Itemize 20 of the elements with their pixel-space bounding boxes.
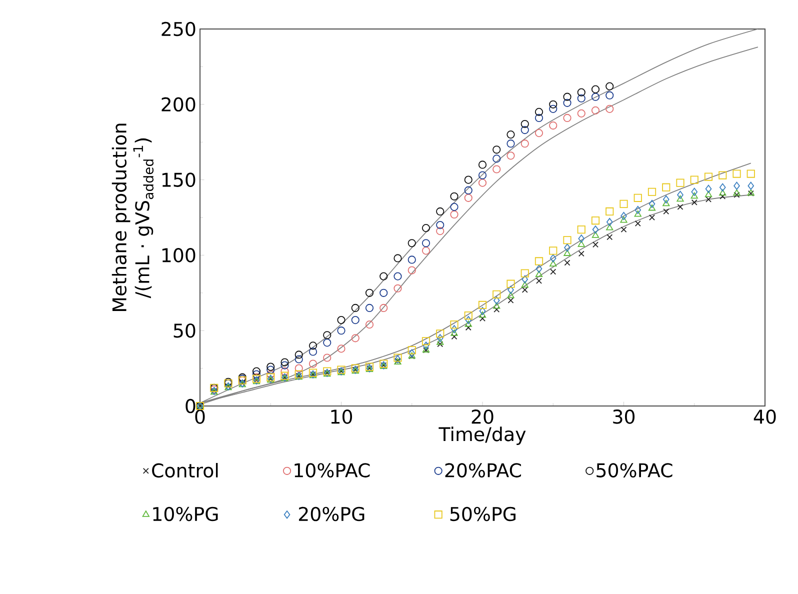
x-tick-label: 30 (613, 410, 635, 424)
y-tick-label: 100 (162, 248, 196, 262)
legend-label: 20%PG (298, 506, 364, 522)
legend-label: 10%PAC (294, 463, 370, 478)
x-tick-label: 20 (472, 410, 494, 424)
legend-label: 50%PAC (596, 463, 672, 478)
x-tick-label: 10 (331, 410, 352, 424)
y-axis-title: Methane production /(mL · gVS$_{added}$$^{-1}$) (112, 124, 154, 311)
x-axis-title: Time/day (438, 426, 526, 445)
legend-label: Control (152, 462, 218, 478)
y-tick-label: 200 (162, 97, 196, 112)
x-tick-label: 40 (754, 410, 776, 424)
y-tick-label: 0 (186, 398, 196, 414)
x-tick-label: 0 (195, 410, 205, 424)
legend-label: 10%PG (153, 506, 218, 522)
y-tick-label: 150 (162, 172, 196, 187)
legend-label: 20%PAC (445, 463, 521, 478)
legend-label: 50%PG (450, 506, 516, 522)
y-tick-label: 50 (174, 323, 196, 338)
y-tick-label: 250 (162, 22, 196, 36)
